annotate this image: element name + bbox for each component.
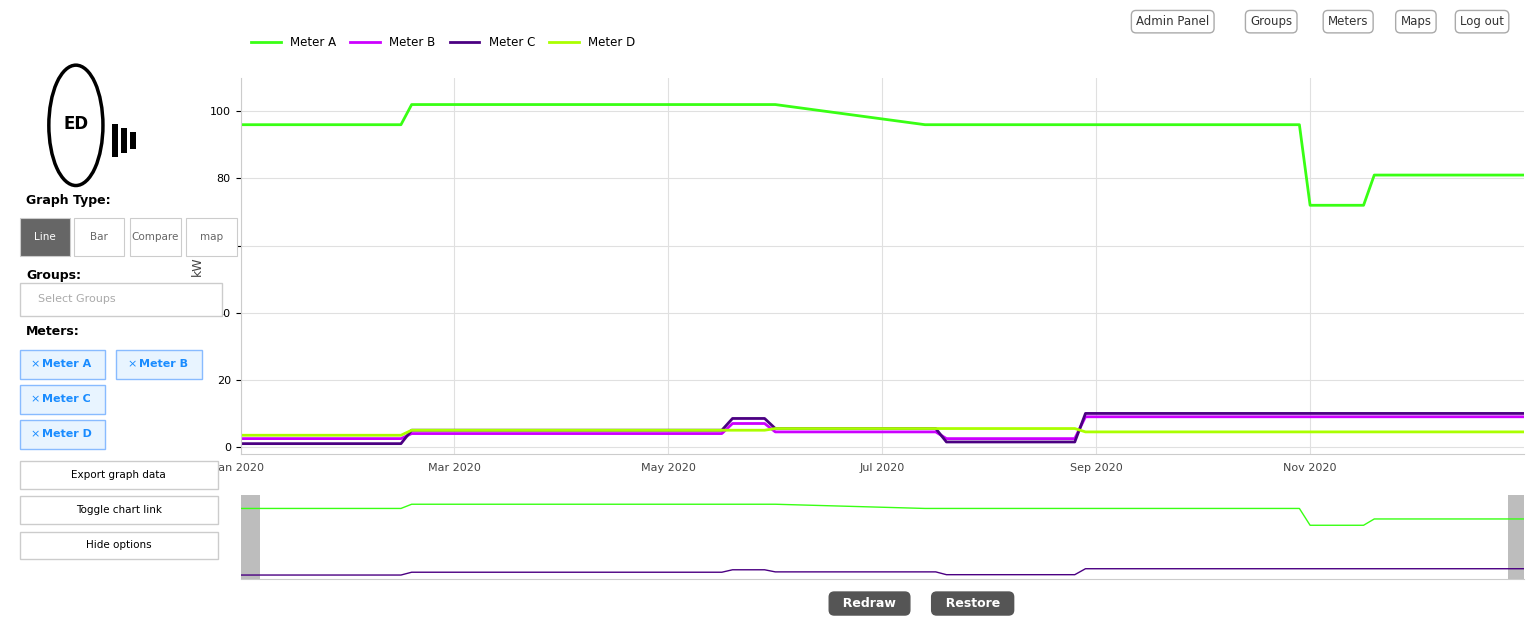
FancyBboxPatch shape xyxy=(20,218,71,256)
Bar xyxy=(129,132,137,149)
FancyBboxPatch shape xyxy=(186,218,237,256)
Text: map: map xyxy=(200,232,223,241)
Bar xyxy=(112,124,119,157)
Text: Groups:: Groups: xyxy=(26,269,82,282)
Text: Graph Type:: Graph Type: xyxy=(26,194,111,207)
Text: Meter B: Meter B xyxy=(140,359,188,369)
Legend: Meter A, Meter B, Meter C, Meter D: Meter A, Meter B, Meter C, Meter D xyxy=(246,31,640,53)
Text: Bar: Bar xyxy=(89,232,108,241)
Text: ×: × xyxy=(31,394,40,404)
Text: Meters:: Meters: xyxy=(26,326,80,339)
Text: Meter D: Meter D xyxy=(42,430,92,439)
Text: ×: × xyxy=(128,359,137,369)
Text: Restore: Restore xyxy=(937,597,1008,610)
Bar xyxy=(122,128,128,153)
Bar xyxy=(240,495,260,579)
Text: Select Groups: Select Groups xyxy=(37,295,115,305)
Y-axis label: kW: kW xyxy=(191,256,205,275)
FancyBboxPatch shape xyxy=(74,218,125,256)
FancyBboxPatch shape xyxy=(129,218,180,256)
Text: Redraw: Redraw xyxy=(834,597,905,610)
FancyBboxPatch shape xyxy=(20,350,105,379)
Bar xyxy=(1508,495,1527,579)
FancyBboxPatch shape xyxy=(20,461,219,489)
FancyBboxPatch shape xyxy=(20,420,105,449)
Text: Meters: Meters xyxy=(1328,15,1368,28)
Text: Admin Panel: Admin Panel xyxy=(1136,15,1210,28)
Text: Groups: Groups xyxy=(1250,15,1293,28)
Text: Line: Line xyxy=(34,232,55,241)
FancyBboxPatch shape xyxy=(20,384,105,413)
Text: ED: ED xyxy=(63,115,88,133)
Text: Log out: Log out xyxy=(1461,15,1504,28)
Text: Meter A: Meter A xyxy=(42,359,91,369)
Text: Compare: Compare xyxy=(131,232,179,241)
Text: ×: × xyxy=(31,359,40,369)
Text: Export graph data: Export graph data xyxy=(71,470,166,480)
Text: Toggle chart link: Toggle chart link xyxy=(75,505,162,515)
Text: Maps: Maps xyxy=(1400,15,1431,28)
Text: ×: × xyxy=(31,430,40,439)
FancyBboxPatch shape xyxy=(20,496,219,524)
FancyBboxPatch shape xyxy=(117,350,202,379)
Text: Meter C: Meter C xyxy=(43,394,91,404)
FancyBboxPatch shape xyxy=(20,284,223,316)
Text: Hide options: Hide options xyxy=(86,540,151,550)
FancyBboxPatch shape xyxy=(20,532,219,559)
